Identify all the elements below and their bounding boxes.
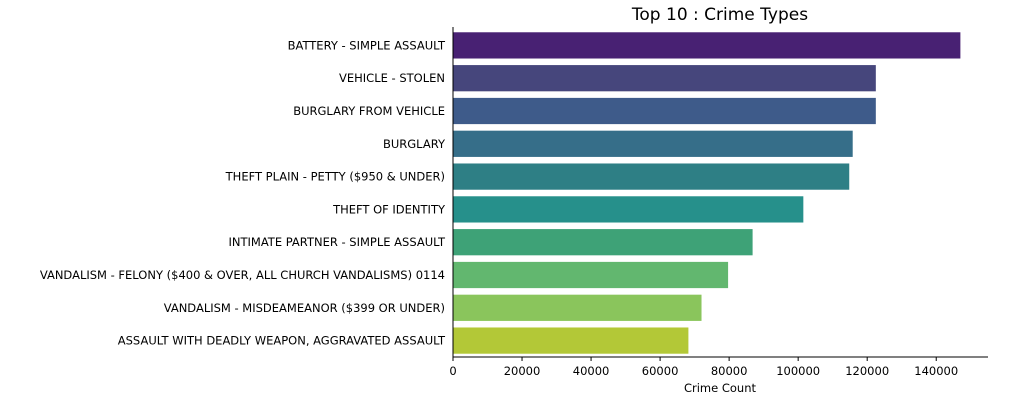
bar — [453, 65, 876, 92]
bar — [453, 327, 689, 354]
category-label: VANDALISM - FELONY ($400 & OVER, ALL CHU… — [40, 268, 445, 282]
x-tick-label: 140000 — [914, 364, 958, 378]
category-label: THEFT OF IDENTITY — [332, 202, 446, 216]
bars-group — [453, 32, 961, 354]
category-label: BURGLARY FROM VEHICLE — [293, 104, 445, 118]
x-tick-label: 80000 — [711, 364, 748, 378]
x-tick-label: 120000 — [845, 364, 889, 378]
chart-title: Top 10 : Crime Types — [631, 5, 808, 25]
x-axis-label: Crime Count — [684, 381, 757, 395]
category-label: VANDALISM - MISDEAMEANOR ($399 OR UNDER) — [164, 301, 445, 315]
bar — [453, 97, 876, 125]
bar — [453, 196, 804, 223]
category-label: ASSAULT WITH DEADLY WEAPON, AGGRAVATED A… — [118, 334, 446, 348]
category-label: INTIMATE PARTNER - SIMPLE ASSAULT — [228, 235, 445, 249]
bar — [453, 163, 850, 190]
category-label: BATTERY - SIMPLE ASSAULT — [288, 38, 446, 52]
x-tick-label: 100000 — [776, 364, 820, 378]
x-axis-ticks: 0 20000 40000 60000 80000 100000 120000 140000 — [449, 357, 958, 378]
x-tick-label: 60000 — [642, 364, 679, 378]
bar — [453, 32, 961, 59]
x-tick-label: 40000 — [573, 364, 610, 378]
bar — [453, 294, 702, 321]
x-tick-label: 0 — [449, 364, 456, 378]
category-labels: BATTERY - SIMPLE ASSAULT VEHICLE - STOLEN… — [40, 38, 446, 347]
x-tick-label: 20000 — [504, 364, 541, 378]
bar — [453, 229, 753, 256]
category-label: THEFT PLAIN - PETTY ($950 & UNDER) — [225, 170, 445, 184]
bar — [453, 130, 853, 157]
category-label: BURGLARY — [383, 137, 446, 151]
bar — [453, 261, 729, 289]
category-label: VEHICLE - STOLEN — [339, 71, 445, 85]
